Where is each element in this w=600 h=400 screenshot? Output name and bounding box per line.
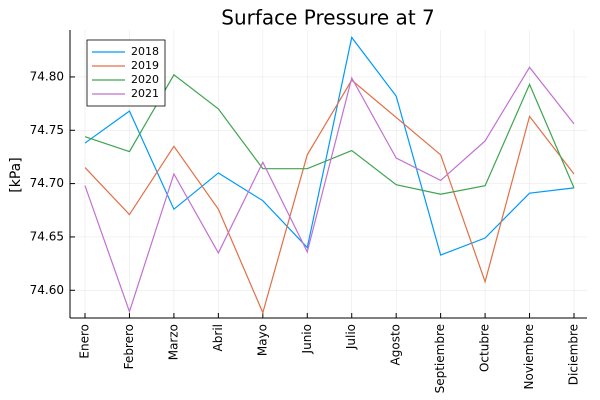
line-series (84, 36, 575, 256)
y-tick-label: 74.70 (30, 176, 64, 190)
y-tick-label: 74.80 (30, 69, 64, 83)
x-tick-label: Septiembre (433, 324, 447, 393)
line-series (84, 66, 575, 314)
x-tick-label: Diciembre (567, 324, 581, 385)
x-tick-label: Marzo (166, 324, 180, 360)
legend-label: 2021 (131, 87, 159, 100)
y-axis-label: [kPa] (8, 157, 24, 192)
line-series (84, 79, 575, 315)
x-tick-label: Febrero (122, 324, 136, 369)
y-tick-label: 74.65 (30, 229, 64, 243)
x-tick-label: Agosto (389, 324, 403, 365)
line-series (84, 73, 575, 195)
legend-label: 2018 (131, 45, 159, 58)
x-tick-label: Junio (300, 324, 314, 354)
legend-label: 2020 (131, 73, 159, 86)
x-tick-label: Octubre (478, 324, 492, 372)
y-tick-label: 74.75 (30, 123, 64, 137)
chart-title: Surface Pressure at 7 (221, 6, 435, 30)
x-tick-label: Enero (78, 324, 92, 359)
y-tick-label: 74.60 (30, 283, 64, 297)
x-tick-label: Julio (344, 324, 358, 350)
x-tick-label: Abril (211, 324, 225, 351)
x-tick-label: Noviembre (522, 324, 536, 390)
legend-box (86, 39, 166, 107)
x-tick-label: Mayo (255, 324, 269, 356)
legend-label: 2019 (131, 59, 159, 72)
